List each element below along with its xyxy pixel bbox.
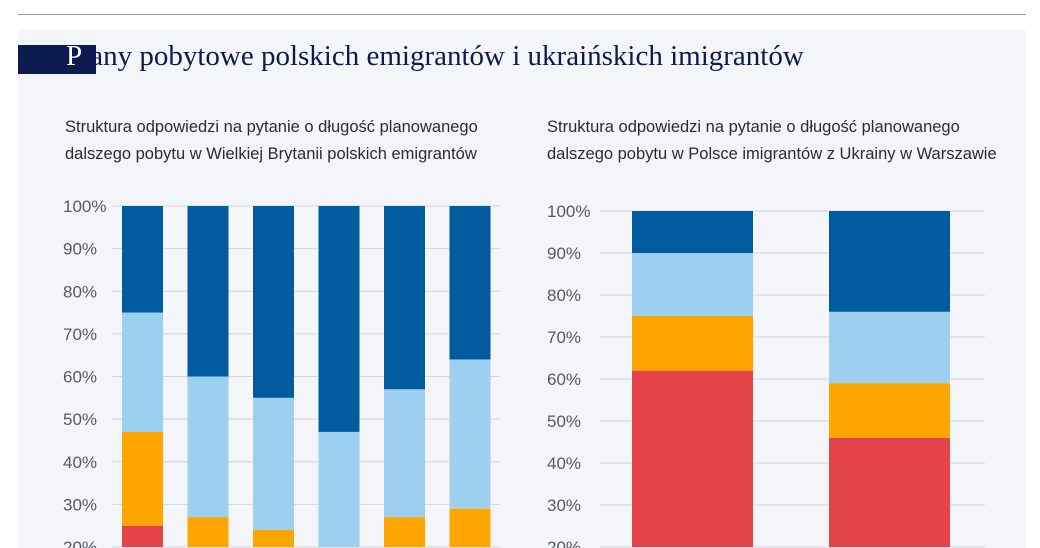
- left-chart-bar-3-orange-segment: [253, 529, 294, 547]
- left-chart-bar-1-red-segment: [122, 525, 163, 547]
- left-chart-bar-4-dark_blue-segment: [318, 206, 360, 432]
- left-chart-y-tick-label: 100%: [63, 197, 106, 216]
- left-chart-y-tick-label: 50%: [63, 410, 97, 429]
- left-chart-bar-2-light_blue-segment: [187, 376, 229, 518]
- left-chart-bar-6-light_blue-segment: [449, 359, 491, 509]
- right-chart-bar-1-red-segment: [632, 370, 753, 547]
- right-chart-bar-2-dark_blue-segment: [829, 211, 950, 312]
- title-accent-bar: [18, 45, 96, 74]
- top-divider: [18, 14, 1026, 15]
- right-chart-y-tick-label: 80%: [547, 286, 581, 305]
- right-chart-y-tick-label: 20%: [547, 538, 581, 548]
- right-chart-y-tick-label: 30%: [547, 496, 581, 515]
- left-chart-subtitle: Struktura odpowiedzi na pytanie o długoś…: [65, 114, 478, 168]
- right-subtitle-line-1: Struktura odpowiedzi na pytanie o długoś…: [547, 118, 960, 136]
- right-chart-bar-1-light_blue-segment: [632, 253, 753, 316]
- left-chart-bar-3-light_blue-segment: [253, 397, 294, 530]
- left-chart-bar-2-dark_blue-segment: [187, 206, 229, 377]
- left-chart-bar-4-light_blue-segment: [318, 431, 360, 547]
- right-chart-bar-1-dark_blue-segment: [632, 211, 753, 253]
- left-subtitle-line-1: Struktura odpowiedzi na pytanie o długoś…: [65, 118, 478, 136]
- right-chart-y-tick-label: 70%: [547, 328, 581, 347]
- left-chart-y-tick-label: 70%: [63, 325, 97, 344]
- left-chart-bar-6-dark_blue-segment: [449, 206, 491, 360]
- left-chart-bar-6-orange-segment: [449, 508, 491, 547]
- left-chart-y-tick-label: 60%: [63, 368, 97, 387]
- right-chart-y-tick-label: 100%: [547, 202, 590, 221]
- right-chart-y-tick-label: 90%: [547, 244, 581, 263]
- right-chart-y-tick-label: 40%: [547, 454, 581, 473]
- left-chart-bar-1-dark_blue-segment: [122, 206, 163, 313]
- page-title: Plany pobytowe polskich emigrantów i ukr…: [66, 40, 804, 73]
- right-chart-bar-2-orange-segment: [829, 383, 950, 438]
- left-chart-y-tick-label: 20%: [63, 538, 97, 548]
- left-subtitle-line-2: dalszego pobytu w Wielkiej Brytanii pols…: [65, 145, 477, 163]
- right-subtitle-line-2: dalszego pobytu w Polsce imigrantów z Uk…: [547, 145, 997, 163]
- left-chart-bar-3-dark_blue-segment: [253, 206, 294, 398]
- left-chart-bar-1-orange-segment: [122, 431, 163, 526]
- right-chart-bar-1-orange-segment: [632, 316, 753, 371]
- left-chart-bar-2-orange-segment: [187, 517, 229, 547]
- right-stacked-bar-chart: 100% 90% 80% 70% 60% 50% 40% 30% 20%: [547, 202, 985, 548]
- right-chart-subtitle: Struktura odpowiedzi na pytanie o długoś…: [547, 114, 997, 168]
- left-chart-y-tick-label: 90%: [63, 240, 97, 259]
- left-stacked-bar-chart: 100% 90% 80% 70% 60% 50% 40% 30% 20%: [63, 197, 500, 548]
- left-chart-y-tick-label: 80%: [63, 282, 97, 301]
- left-chart-y-tick-label: 40%: [63, 453, 97, 472]
- left-chart-bar-5-dark_blue-segment: [384, 206, 425, 390]
- left-chart-bar-5-orange-segment: [384, 517, 425, 547]
- left-chart-bar-5-light_blue-segment: [384, 389, 425, 518]
- title-first-letter: P: [66, 40, 83, 72]
- right-chart-bar-2-light_blue-segment: [829, 311, 950, 384]
- left-chart-bar-1-light_blue-segment: [122, 312, 163, 432]
- title-rest: lany pobytowe polskich emigrantów i ukra…: [82, 40, 804, 72]
- right-chart-y-tick-label: 50%: [547, 412, 581, 431]
- left-chart-y-tick-label: 30%: [63, 495, 97, 514]
- right-chart-bar-2-red-segment: [829, 437, 950, 547]
- right-chart-y-tick-label: 60%: [547, 370, 581, 389]
